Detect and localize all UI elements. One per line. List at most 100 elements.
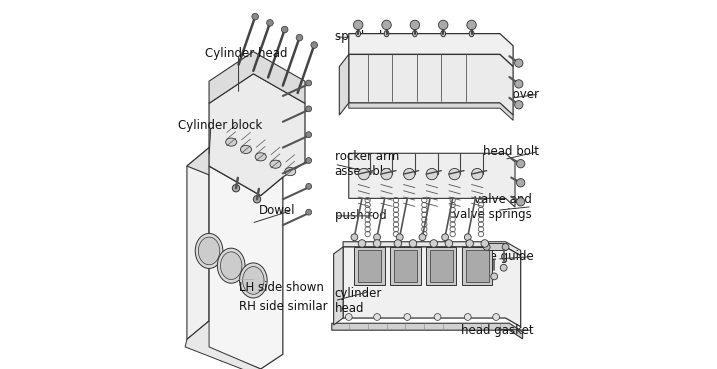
Polygon shape (187, 148, 209, 339)
Ellipse shape (412, 31, 417, 37)
Ellipse shape (285, 168, 296, 176)
Circle shape (374, 240, 381, 247)
Polygon shape (187, 166, 282, 369)
Circle shape (465, 234, 471, 241)
Polygon shape (430, 251, 452, 282)
Text: cylinder
head: cylinder head (335, 287, 382, 315)
Polygon shape (187, 148, 282, 196)
Circle shape (281, 26, 288, 33)
Ellipse shape (239, 263, 267, 298)
Circle shape (435, 314, 441, 320)
Circle shape (305, 132, 312, 138)
Polygon shape (343, 242, 521, 256)
Circle shape (404, 168, 415, 180)
Circle shape (397, 234, 403, 241)
Polygon shape (185, 321, 261, 369)
Circle shape (502, 244, 509, 250)
Polygon shape (394, 251, 417, 282)
Circle shape (465, 314, 471, 320)
Ellipse shape (217, 248, 245, 283)
Polygon shape (358, 251, 381, 282)
Ellipse shape (384, 31, 389, 37)
Ellipse shape (270, 160, 281, 168)
Circle shape (382, 20, 391, 30)
Polygon shape (348, 103, 513, 120)
Text: Cylinder head: Cylinder head (205, 47, 288, 60)
Text: spark plug: spark plug (335, 30, 397, 44)
Circle shape (381, 168, 392, 180)
Polygon shape (348, 153, 515, 207)
Text: Cylinder block: Cylinder block (178, 119, 262, 132)
Circle shape (430, 240, 437, 247)
Circle shape (252, 13, 259, 20)
Circle shape (493, 314, 500, 320)
Circle shape (467, 20, 476, 30)
Circle shape (516, 198, 525, 206)
Ellipse shape (255, 153, 266, 161)
Ellipse shape (469, 31, 474, 37)
Circle shape (374, 314, 381, 320)
Polygon shape (339, 55, 348, 115)
Circle shape (311, 42, 318, 48)
Circle shape (346, 314, 352, 320)
Ellipse shape (441, 31, 445, 37)
Polygon shape (462, 247, 493, 285)
Text: Dowel: Dowel (259, 204, 295, 217)
Circle shape (305, 80, 312, 86)
Polygon shape (390, 247, 421, 285)
Circle shape (351, 234, 358, 241)
Circle shape (500, 264, 507, 271)
Circle shape (305, 183, 312, 189)
Circle shape (515, 59, 523, 67)
Circle shape (410, 20, 419, 30)
Circle shape (449, 168, 460, 180)
Ellipse shape (195, 234, 223, 269)
Polygon shape (209, 74, 305, 196)
Circle shape (253, 196, 261, 203)
Circle shape (232, 184, 239, 192)
Polygon shape (348, 55, 513, 115)
Ellipse shape (356, 31, 361, 37)
Circle shape (267, 20, 273, 26)
Circle shape (515, 101, 523, 109)
Circle shape (483, 244, 490, 250)
Circle shape (305, 158, 312, 163)
Polygon shape (209, 52, 305, 103)
Ellipse shape (226, 138, 237, 146)
Circle shape (491, 273, 498, 280)
Polygon shape (354, 247, 384, 285)
Circle shape (358, 240, 366, 247)
Text: RH side similar: RH side similar (239, 300, 327, 313)
Circle shape (516, 179, 525, 187)
Text: head cover: head cover (473, 87, 539, 101)
Circle shape (466, 240, 473, 247)
Circle shape (481, 240, 488, 247)
Polygon shape (333, 247, 343, 325)
Polygon shape (466, 251, 488, 282)
Circle shape (296, 34, 303, 41)
Circle shape (374, 234, 381, 241)
Circle shape (353, 20, 363, 30)
Circle shape (358, 168, 369, 180)
Polygon shape (487, 244, 505, 251)
Circle shape (516, 159, 525, 168)
Circle shape (445, 240, 452, 247)
Polygon shape (426, 247, 457, 285)
Text: LH side shown: LH side shown (239, 281, 323, 294)
Circle shape (442, 234, 449, 241)
Circle shape (472, 168, 483, 180)
Circle shape (419, 234, 426, 241)
Ellipse shape (240, 145, 252, 154)
Circle shape (404, 314, 411, 320)
Circle shape (394, 240, 402, 247)
Text: valve guide: valve guide (465, 250, 533, 263)
Polygon shape (332, 323, 523, 339)
Circle shape (439, 20, 448, 30)
Text: head bolt: head bolt (483, 145, 539, 158)
Circle shape (426, 168, 437, 180)
Polygon shape (343, 247, 521, 327)
Text: rocker arm
assembly: rocker arm assembly (335, 150, 399, 178)
Ellipse shape (242, 266, 264, 294)
Text: valve and
valve springs: valve and valve springs (453, 193, 532, 221)
Ellipse shape (221, 252, 242, 280)
